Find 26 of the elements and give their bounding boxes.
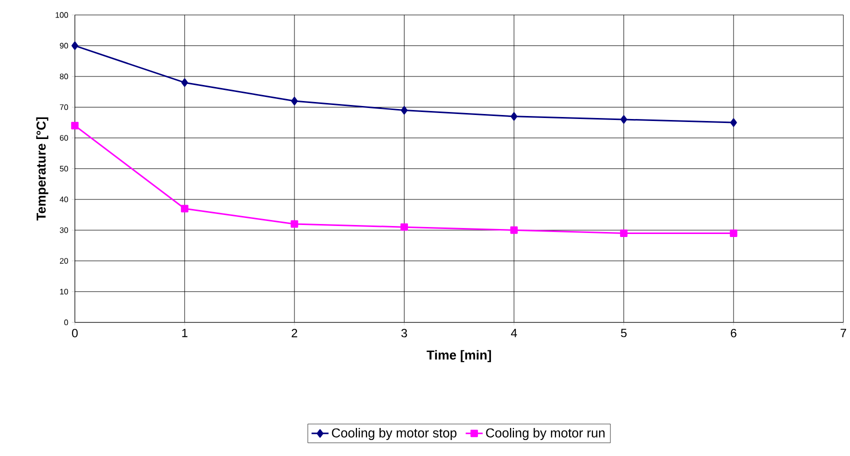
legend-label: Cooling by motor run — [486, 428, 605, 440]
point — [181, 78, 188, 87]
point — [730, 229, 738, 237]
x-tick-label: 2 — [292, 328, 298, 338]
point — [620, 115, 628, 124]
x-tick-label: 6 — [730, 328, 736, 338]
point — [510, 226, 518, 234]
point — [291, 96, 298, 106]
point — [400, 223, 408, 231]
y-axis-title: Temperature [°C] — [36, 117, 48, 221]
point — [400, 106, 408, 114]
x-tick-label: 1 — [182, 328, 188, 338]
point — [620, 229, 628, 237]
x-axis-title: Time [min] — [426, 350, 491, 362]
point — [730, 118, 737, 127]
x-tick-label: 5 — [620, 328, 627, 338]
x-tick-label: 4 — [510, 328, 517, 338]
point — [510, 112, 518, 121]
point — [290, 220, 298, 228]
point — [72, 41, 78, 50]
point — [180, 204, 188, 212]
x-tick-label: 0 — [72, 328, 78, 338]
x-tick-label: 3 — [401, 328, 408, 338]
x-tick-label: 7 — [840, 328, 846, 338]
point — [71, 122, 79, 130]
legend-label: Cooling by motor stop — [332, 428, 456, 440]
